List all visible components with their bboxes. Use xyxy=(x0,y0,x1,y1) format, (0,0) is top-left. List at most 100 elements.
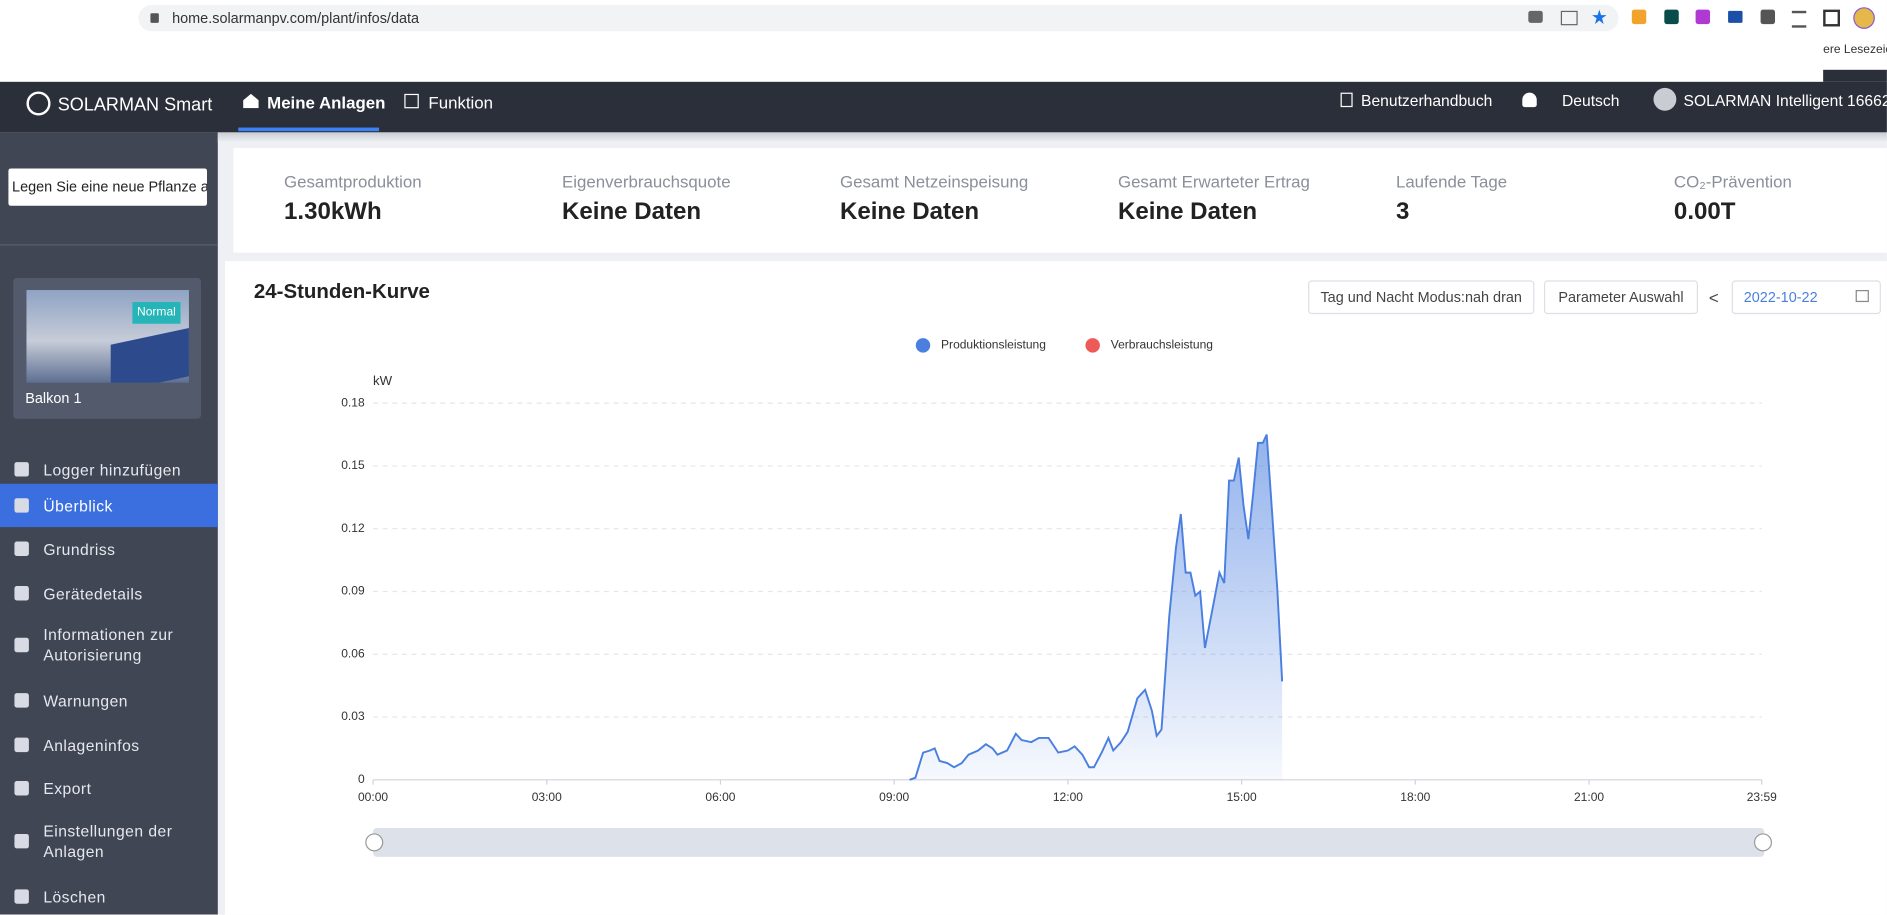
zoom-slider[interactable] xyxy=(373,827,1765,857)
menu-icon xyxy=(14,737,29,753)
book-icon xyxy=(1340,92,1353,108)
y-tick-label: 0.12 xyxy=(341,521,365,535)
menu-item[interactable]: Grundriss xyxy=(0,527,218,570)
address-bar[interactable]: home.solarmanpv.com/plant/infos/data xyxy=(138,4,1619,32)
menu-label: Löschen xyxy=(43,888,106,907)
mode-button[interactable]: Tag und Nacht Modus:nah dran xyxy=(1308,280,1535,315)
x-tick-label: 06:00 xyxy=(705,790,735,804)
stat-value: 3 xyxy=(1395,198,1410,226)
y-tick-label: 0.09 xyxy=(341,584,365,598)
menu-label: Warnungen xyxy=(43,691,128,711)
params-button[interactable]: Parameter Auswahl xyxy=(1543,280,1698,315)
stat-value: 1.30kWh xyxy=(284,198,382,226)
x-tick-label: 03:00 xyxy=(532,790,562,804)
bookmarks-edge xyxy=(1823,69,1887,82)
nav-tab[interactable]: Meine Anlagen xyxy=(267,92,386,112)
menu-item[interactable]: Anlageninfos xyxy=(0,723,218,766)
browser-bar: home.solarmanpv.com/plant/infos/data ere… xyxy=(0,0,1887,82)
plant-card[interactable]: Normal Balkon 1 xyxy=(13,277,201,419)
x-tick-label: 18:00 xyxy=(1400,790,1430,804)
profile-icon[interactable] xyxy=(1853,7,1875,29)
menu-item[interactable]: Informationen zur Autorisierung xyxy=(0,615,218,675)
menu-icon xyxy=(14,637,29,653)
ext-icon[interactable] xyxy=(1728,10,1743,23)
chart-card: Tag und Nacht Modus:nah dran Parameter A… xyxy=(225,261,1887,915)
prev-day[interactable]: < xyxy=(1708,287,1719,307)
menu-icon xyxy=(14,462,29,477)
stat-label: Laufende Tage xyxy=(1395,172,1508,192)
stat-value: Keine Daten xyxy=(839,198,980,226)
ext-icon[interactable] xyxy=(1631,9,1647,25)
avatar[interactable] xyxy=(1653,87,1677,111)
list-icon[interactable] xyxy=(1791,10,1807,28)
divider xyxy=(0,244,218,246)
stat-value: 0.00T xyxy=(1673,198,1736,226)
y-tick-label: 0 xyxy=(358,772,365,786)
x-tick-label: 21:00 xyxy=(1574,790,1604,804)
bookmarks[interactable]: ere Lesezeic xyxy=(1823,43,1887,57)
stat-label: Eigenverbrauchsquote xyxy=(561,172,731,192)
user-name[interactable]: SOLARMAN Intelligent 16662598 xyxy=(1683,91,1887,110)
stat-label: Gesamt Erwarteter Ertrag xyxy=(1117,172,1310,192)
legend-swatch xyxy=(915,338,931,353)
bell-icon[interactable] xyxy=(1522,92,1537,108)
stat-label: CO₂-Prävention xyxy=(1673,172,1792,192)
new-plant-input[interactable]: Legen Sie eine neue Pflanze an xyxy=(8,168,207,206)
legend-label: Produktionsleistung xyxy=(941,338,1046,352)
key-icon[interactable] xyxy=(1528,10,1543,23)
active-tab-indicator xyxy=(238,127,380,132)
stat-value: Keine Daten xyxy=(1117,198,1258,226)
legend-label: Verbrauchsleistung xyxy=(1111,338,1213,352)
menu-icon xyxy=(14,693,29,708)
top-nav: SOLARMAN Smart Meine Anlagen Funktion Be… xyxy=(0,81,1887,133)
menu-icon xyxy=(14,889,29,904)
sidebar: Legen Sie eine neue Pflanze an Normal Ba… xyxy=(0,132,218,915)
puzzle-icon[interactable] xyxy=(1760,9,1776,25)
menu-label: Einstellungen der Anlagen xyxy=(43,821,173,861)
function-icon xyxy=(404,93,419,109)
home-icon xyxy=(243,93,259,109)
y-tick-label: 0.18 xyxy=(341,395,365,409)
menu-item[interactable]: Gerätedetails xyxy=(0,572,218,615)
lock-icon xyxy=(150,13,159,23)
menu-icon xyxy=(14,781,29,796)
x-tick-label: 12:00 xyxy=(1053,790,1083,804)
nav-shadow xyxy=(217,132,1887,143)
stat-label: Gesamt Netzeinspeisung xyxy=(839,172,1029,192)
line xyxy=(909,434,1284,781)
menu-icon xyxy=(14,586,29,601)
menu-item[interactable]: Warnungen xyxy=(0,679,218,722)
menu-label: Gerätedetails xyxy=(43,584,143,603)
menu-label: Export xyxy=(43,779,92,798)
chart-title: 24-Stunden-Kurve xyxy=(254,280,430,303)
menu-item[interactable]: Überblick xyxy=(0,483,218,528)
area-fill xyxy=(909,434,1283,780)
plant-image: Normal xyxy=(26,290,189,383)
slider-handle[interactable] xyxy=(1753,833,1773,852)
calendar-icon xyxy=(1855,290,1869,303)
language-select[interactable]: Deutsch xyxy=(1562,91,1620,110)
y-axis-label: kW xyxy=(373,373,393,388)
menu-item[interactable]: Export xyxy=(0,767,218,810)
ext-icon[interactable] xyxy=(1695,9,1711,25)
logo xyxy=(26,91,51,116)
status-badge: Normal xyxy=(132,302,181,324)
menu-item[interactable]: Logger hinzufügen xyxy=(0,448,218,491)
share-icon[interactable] xyxy=(1560,10,1578,26)
stat-label: Gesamtproduktion xyxy=(284,172,422,192)
manual-link[interactable]: Benutzerhandbuch xyxy=(1361,91,1493,110)
sidepanel-icon[interactable] xyxy=(1823,9,1840,27)
nav-tab[interactable]: Funktion xyxy=(428,92,494,112)
y-tick-label: 0.06 xyxy=(341,646,365,660)
menu-item[interactable]: Einstellungen der Anlagen xyxy=(0,811,218,871)
slider-handle[interactable] xyxy=(365,833,384,852)
stat-value: Keine Daten xyxy=(561,198,702,226)
ext-icon[interactable] xyxy=(1664,9,1679,25)
y-tick-label: 0.03 xyxy=(341,709,365,723)
brand[interactable]: SOLARMAN Smart xyxy=(57,95,213,116)
menu-label: Anlageninfos xyxy=(43,736,140,755)
url-text: home.solarmanpv.com/plant/infos/data xyxy=(172,9,420,27)
menu-item[interactable]: Löschen xyxy=(0,875,218,915)
